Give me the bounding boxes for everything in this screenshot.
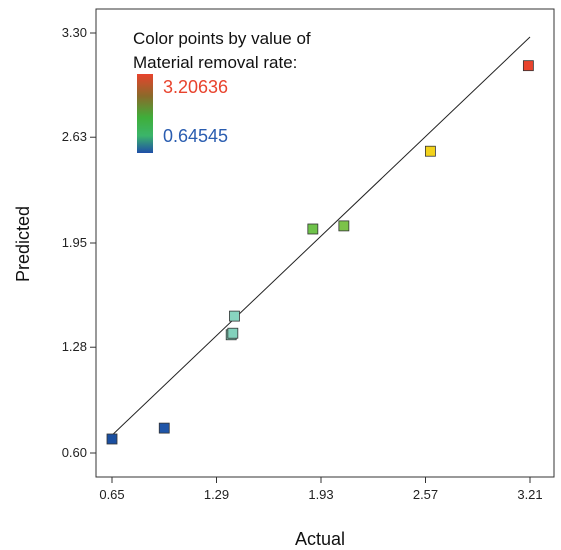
x-tick-label: 3.21 (517, 487, 542, 502)
y-tick-label: 1.28 (62, 339, 87, 354)
y-tick-label: 3.30 (62, 25, 87, 40)
legend-max-label: 3.20636 (163, 77, 228, 97)
y-axis-title: Predicted (13, 206, 33, 282)
data-point (159, 423, 169, 433)
data-point (229, 311, 239, 321)
x-axis-title: Actual (295, 529, 345, 549)
x-tick-label: 1.29 (204, 487, 229, 502)
data-point (339, 221, 349, 231)
y-tick-label: 0.60 (62, 445, 87, 460)
data-point (107, 434, 117, 444)
data-point (308, 224, 318, 234)
legend-title-line1: Color points by value of (133, 29, 311, 48)
x-tick-label: 1.93 (308, 487, 333, 502)
x-axis: 0.65 1.29 1.93 2.57 3.21 (99, 477, 542, 502)
x-tick-label: 2.57 (413, 487, 438, 502)
legend-title-line2: Material removal rate: (133, 53, 297, 72)
legend-min-label: 0.64545 (163, 126, 228, 146)
data-point (228, 328, 238, 338)
y-tick-label: 2.63 (62, 129, 87, 144)
y-axis: 0.60 1.28 1.95 2.63 3.30 (62, 25, 96, 460)
y-tick-label: 1.95 (62, 235, 87, 250)
data-point (523, 61, 533, 71)
legend-color-bar (137, 74, 153, 153)
data-point (425, 146, 435, 156)
x-tick-label: 0.65 (99, 487, 124, 502)
